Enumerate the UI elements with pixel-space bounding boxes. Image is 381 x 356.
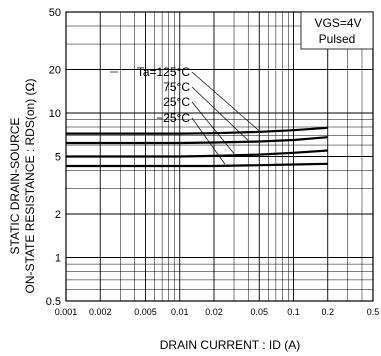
series-label: Ta=125°C [137, 65, 191, 79]
plot-frame [65, 11, 374, 302]
y-axis-title-line1: STATIC DRAIN-SOURCE [8, 118, 22, 255]
series-lines [66, 126, 328, 168]
x-tick-label: 0.002 [89, 307, 112, 317]
x-tick-label: 0.05 [250, 307, 268, 317]
series-line [66, 136, 328, 145]
x-tick-label: 0.2 [321, 307, 334, 317]
series-leader-line [191, 71, 260, 132]
y-tick-label: 20 [49, 65, 61, 77]
condition-pulsed: Pulsed [319, 32, 356, 46]
x-axis-title: DRAIN CURRENT : ID (A) [160, 338, 300, 352]
series-leader-line [191, 101, 235, 154]
x-tick-label: 0.001 [55, 307, 78, 317]
series-leader-line [191, 117, 226, 165]
series-label: −25°C [156, 111, 190, 125]
series-label: 75°C [163, 80, 190, 94]
series-line [66, 149, 328, 158]
x-tick-labels: 0.001 0.002 0.005 0.01 0.02 0.05 0.1 0.2 0.5 [55, 307, 380, 317]
y-axis-title-line2: ON-STATE RESISTANCE : RDS(on) (Ω) [23, 79, 37, 294]
series-leader-lines [110, 71, 260, 165]
conditions-box [300, 11, 374, 50]
series-line [66, 162, 328, 168]
x-tick-label: 0.005 [134, 307, 157, 317]
y-tick-labels: 0.5 1 2 5 10 20 50 [46, 7, 61, 308]
series-labels: Ta=125°C75°C25°C −25°C [137, 65, 191, 125]
x-tick-label: 0.01 [171, 307, 189, 317]
y-tick-label: 50 [49, 7, 61, 19]
y-tick-label: 10 [49, 108, 61, 120]
x-tick-label: 0.5 [367, 307, 380, 317]
x-tick-label: 0.1 [287, 307, 300, 317]
series-leader-line [191, 86, 249, 141]
y-tick-label: 5 [55, 152, 61, 164]
y-tick-label: 1 [55, 253, 61, 265]
y-tick-label: 0.5 [46, 296, 61, 308]
y-tick-label: 2 [55, 209, 61, 221]
condition-vgs: VGS=4V [314, 16, 361, 30]
series-label: 25°C [163, 95, 190, 109]
series-line [66, 126, 328, 135]
x-tick-label: 0.02 [205, 307, 223, 317]
